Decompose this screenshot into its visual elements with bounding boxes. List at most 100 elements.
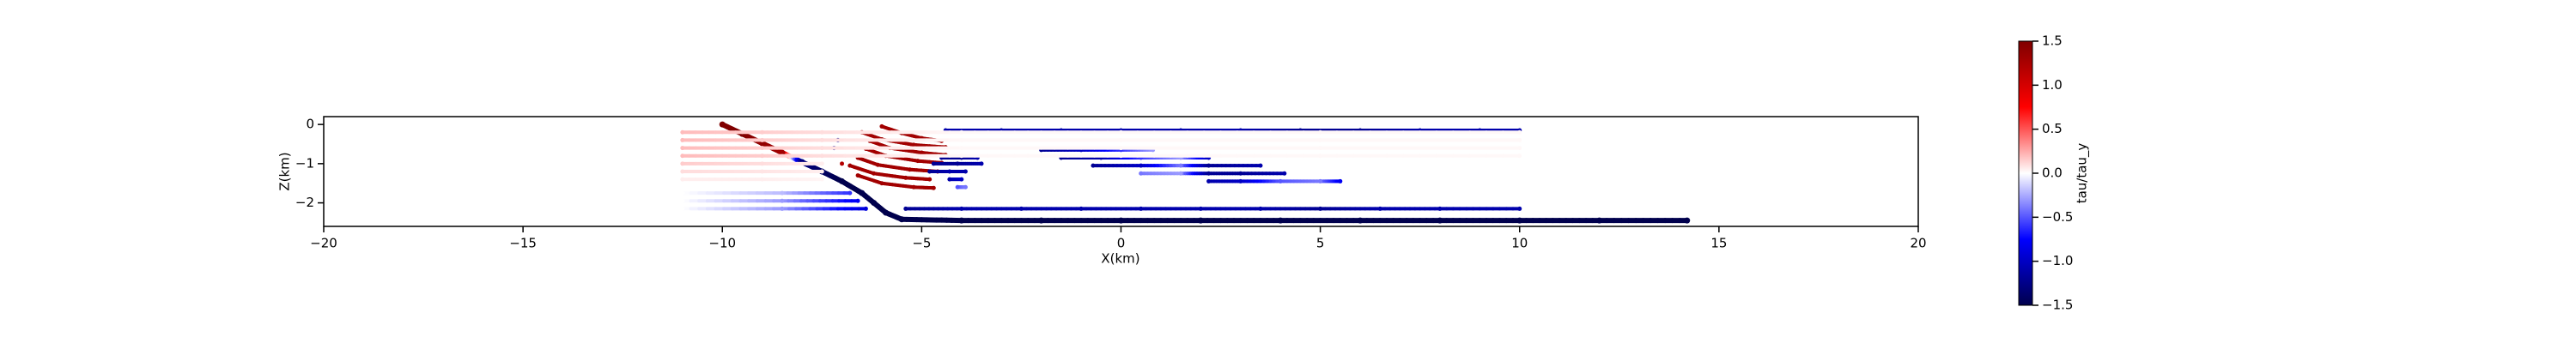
x-tick-label: 5 [1316, 236, 1325, 251]
fault-point [1119, 137, 1123, 142]
x-tick-label: 20 [1910, 236, 1926, 251]
colorbar-tick-label: 1.5 [2042, 33, 2063, 49]
fault-point [680, 146, 685, 151]
fault-point [955, 184, 960, 190]
fault-point [819, 137, 824, 142]
fault-point [1238, 178, 1243, 184]
fault-point [680, 153, 685, 159]
fault-point [863, 206, 868, 211]
fault-point [855, 198, 860, 203]
colorbar-tick-label: −0.5 [2042, 209, 2073, 225]
fault-point [1318, 146, 1323, 151]
y-tick-label: 0 [306, 117, 314, 132]
fault-point [872, 171, 877, 176]
fault-point [680, 169, 685, 174]
fault-point [959, 146, 964, 151]
x-tick-label: −5 [912, 236, 931, 251]
fault-point [855, 173, 860, 178]
fault-point [760, 153, 765, 159]
fault-point [947, 169, 952, 174]
y-axis-label: Z(km) [277, 152, 293, 190]
fault-point [859, 190, 866, 196]
x-tick-label: 0 [1117, 236, 1126, 251]
fault-point [680, 190, 685, 196]
fault-point [1517, 129, 1522, 135]
fault-point [963, 169, 968, 174]
colorbar-tick-label: 0.5 [2042, 121, 2063, 136]
fault-point [1318, 129, 1323, 135]
fault-point [931, 161, 936, 166]
fault-point [963, 184, 968, 190]
colorbar-tick-label: −1.0 [2042, 253, 2073, 268]
fault-point [1258, 163, 1263, 168]
fault-point [959, 137, 964, 142]
fault-point [819, 161, 824, 166]
fault-point [680, 137, 685, 142]
fault-point [680, 206, 685, 211]
colorbar-tick-label: 1.0 [2042, 77, 2063, 93]
fault-point [819, 153, 824, 159]
colorbar-label: tau/tau_y [2075, 143, 2091, 204]
fault-point [1091, 163, 1096, 168]
fault-point [1258, 206, 1263, 211]
fault-point [1437, 206, 1443, 211]
fault-point [915, 159, 920, 164]
fault-point [879, 123, 884, 129]
fault-point [1206, 163, 1212, 168]
fault-point [1139, 206, 1144, 211]
fault-point [1206, 171, 1212, 176]
colorbar-tick-label: −1.5 [2042, 298, 2073, 313]
fault-point [680, 177, 685, 182]
fault-point [848, 163, 853, 168]
colorbar [2018, 40, 2033, 306]
fault-point [819, 146, 824, 151]
fault-point [903, 206, 908, 211]
fault-point [883, 209, 890, 216]
x-tick-label: 15 [1710, 236, 1727, 251]
fault-point [875, 162, 880, 167]
fault-point [1517, 146, 1522, 151]
fault-point [1078, 206, 1084, 211]
colorbar-tick-label: 0.0 [2042, 165, 2063, 181]
fault-point [911, 184, 916, 190]
fault-point [719, 121, 726, 128]
fault-point [1197, 217, 1204, 224]
fault-point [903, 175, 908, 180]
fault-point [1038, 217, 1045, 224]
fault-point [911, 142, 916, 147]
fault-point [898, 216, 905, 223]
fault-point [1018, 206, 1024, 211]
fault-point [760, 169, 765, 174]
fault-point [1318, 206, 1323, 211]
fault-point [1119, 153, 1123, 159]
fault-point [1178, 171, 1183, 176]
x-axis-label: X(km) [1101, 251, 1139, 267]
fault-point [760, 146, 765, 151]
fault-point [780, 198, 785, 203]
fault-point [1119, 146, 1123, 151]
fault-point [1318, 153, 1323, 159]
fault-point [1139, 163, 1144, 168]
fault-point [839, 178, 846, 184]
fault-point [931, 185, 936, 190]
fault-point [907, 167, 912, 172]
fault-point [919, 150, 924, 155]
fault-point [1198, 206, 1203, 211]
fault-point [1338, 178, 1343, 184]
fault-point [1318, 178, 1323, 184]
y-tick-label: −1 [295, 155, 314, 171]
fault-point [1277, 217, 1284, 224]
fault-point [959, 206, 964, 211]
fault-point [760, 137, 765, 142]
fault-point [959, 177, 964, 182]
fault-point [1437, 217, 1443, 224]
fault-point [840, 161, 845, 166]
fault-point [1357, 217, 1364, 224]
fault-point [979, 161, 984, 166]
fault-point [1118, 217, 1124, 224]
fault-point [1278, 178, 1283, 184]
fault-point [879, 181, 884, 186]
fault-point [760, 161, 765, 166]
